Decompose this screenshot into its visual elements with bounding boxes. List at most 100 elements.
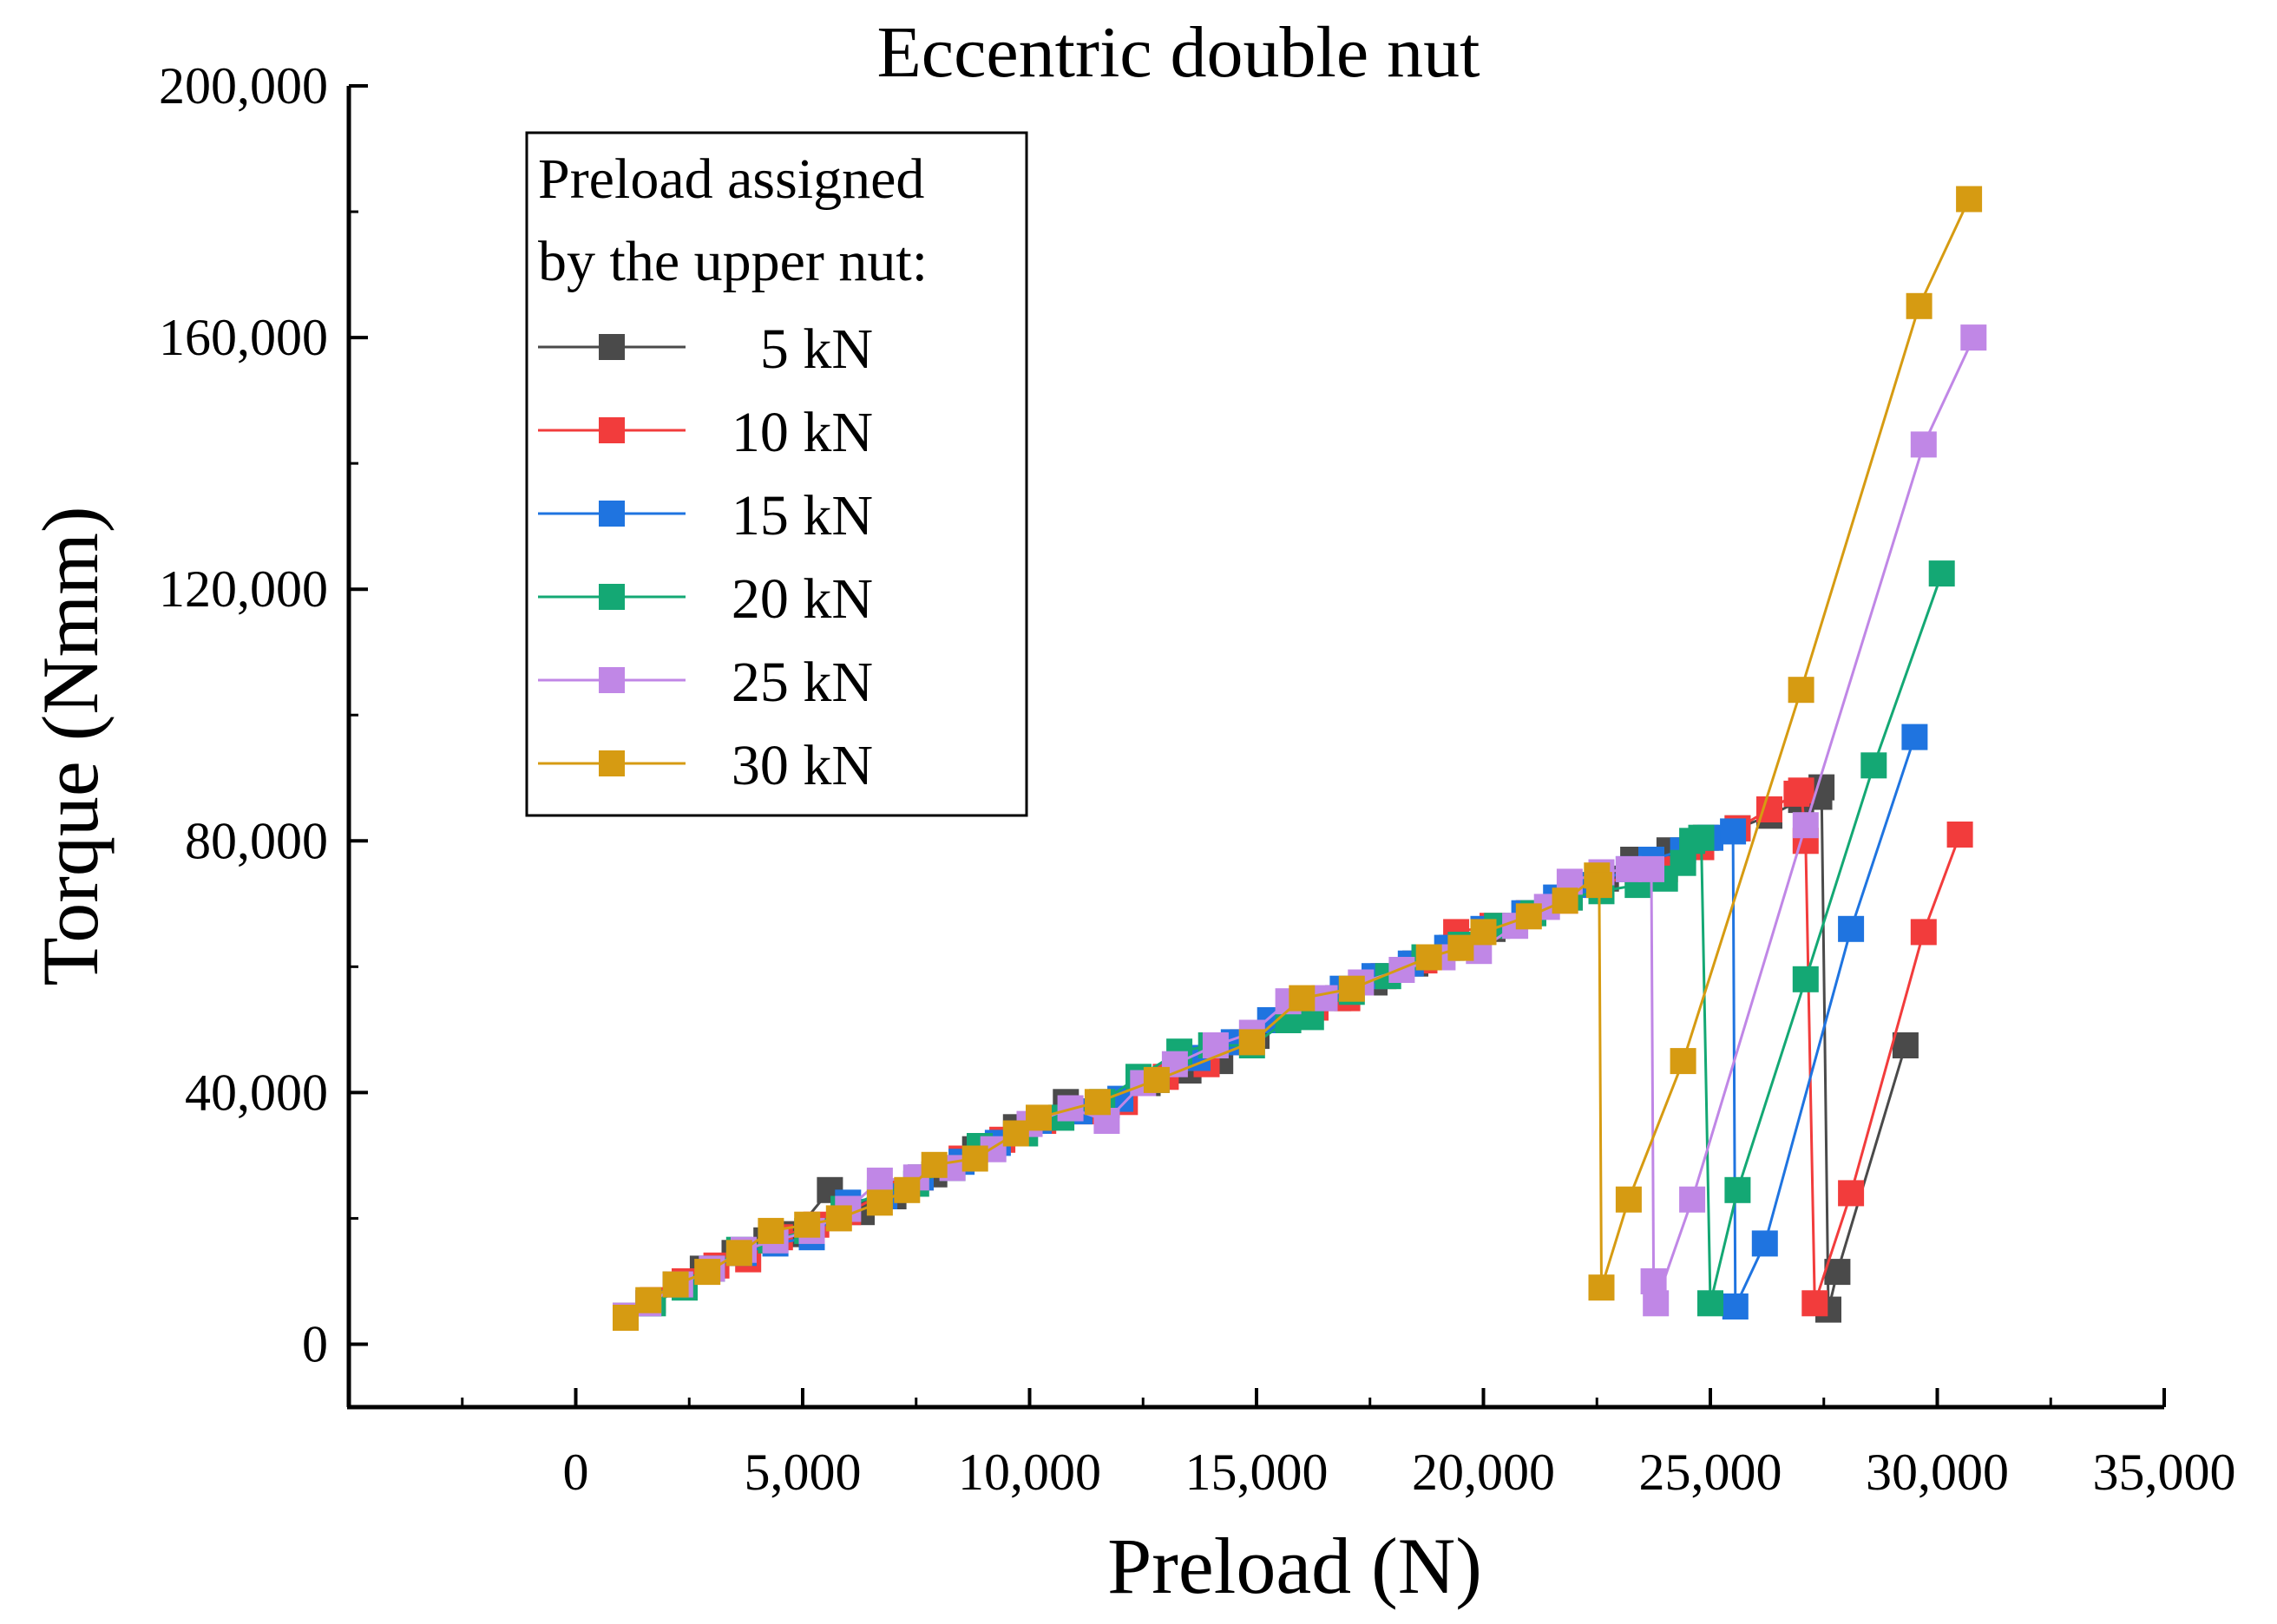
legend-label: 5 kN [760,318,873,381]
data-point-25-kn [1643,1290,1670,1317]
legend-marker [599,667,625,693]
x-tick-label: 5,000 [745,1444,862,1501]
data-point-30-kn [866,1189,893,1216]
data-point-25-kn [1640,1268,1667,1294]
chart-title: Eccentric double nut [876,12,1480,93]
legend-label: 25 kN [732,651,873,714]
data-point-25-kn [1311,985,1338,1012]
data-point-10-kn [1946,822,1973,848]
data-point-30-kn [758,1217,784,1244]
data-point-15-kn [1901,724,1928,750]
legend-label: 30 kN [732,734,873,797]
legend: Preload assigned by the upper nut: 5 kN 1… [525,131,1028,817]
data-point-30-kn [1238,1029,1265,1056]
legend-entry-10-kn: 10 kN [538,401,873,464]
y-axis-label: Torque (Nmm) [26,506,115,986]
x-tick-label: 0 [563,1444,589,1501]
legend-marker [599,417,625,443]
x-tick-label: 35,000 [2093,1444,2236,1501]
x-tick-label: 20,000 [1412,1444,1555,1501]
data-point-25-kn [866,1167,893,1194]
y-tick-label: 120,000 [159,560,328,618]
data-point-20-kn [1860,752,1887,779]
data-point-20-kn [1792,966,1819,992]
data-point-30-kn [694,1259,721,1286]
data-point-30-kn [794,1211,821,1238]
data-point-25-kn [1679,1186,1706,1213]
legend-entries: 5 kN 10 kN 15 kN 20 kN 25 kN 30 kN [538,318,873,797]
legend-marker [599,584,625,610]
x-tick-label: 30,000 [1866,1444,2009,1501]
legend-box [525,131,1028,817]
x-axis-label: Preload (N) [1107,1522,1482,1610]
data-point-30-kn [1447,934,1474,961]
data-point-30-kn [1906,292,1932,319]
data-point-10-kn [1838,1180,1865,1207]
legend-marker [599,334,625,360]
data-point-30-kn [1515,903,1542,930]
data-point-30-kn [613,1305,639,1331]
data-point-15-kn [1751,1230,1778,1257]
data-point-30-kn [1415,944,1442,971]
legend-title-line-2: by the upper nut: [538,230,928,293]
data-point-30-kn [1026,1104,1052,1131]
data-point-25-kn [1388,957,1415,983]
x-axis-ticks: 0 5,000 10,000 15,000 20,000 25,000 30,000 35,0… [461,1388,2236,1501]
data-point-25-kn [1910,431,1937,458]
data-point-10-kn [1788,777,1814,804]
data-point-30-kn [1615,1186,1642,1213]
data-point-30-kn [1084,1089,1111,1116]
y-tick-label: 40,000 [185,1064,328,1121]
series-30-kn [613,186,1983,1331]
data-point-20-kn [1688,824,1715,851]
data-point-25-kn [1638,855,1664,882]
x-tick-label: 15,000 [1185,1444,1329,1501]
data-point-30-kn [1585,872,1612,899]
y-tick-label: 0 [302,1315,328,1372]
data-point-30-kn [1470,919,1497,946]
legend-label: 20 kN [732,567,873,631]
y-tick-label: 80,000 [185,812,328,869]
x-tick-label: 10,000 [958,1444,1101,1501]
data-point-30-kn [961,1145,988,1172]
legend-entry-20-kn: 20 kN [538,567,873,631]
data-point-30-kn [1002,1120,1029,1147]
legend-label: 15 kN [732,484,873,547]
legend-marker [599,501,625,527]
data-point-30-kn [662,1271,689,1298]
data-point-30-kn [1788,677,1814,704]
data-point-5-kn [1892,1032,1919,1058]
data-point-25-kn [1792,812,1819,839]
x-tick-label: 25,000 [1639,1444,1782,1501]
data-point-15-kn [1838,915,1865,942]
data-point-30-kn [1552,887,1578,914]
data-point-15-kn [1720,818,1747,845]
data-point-20-kn [1928,560,1955,587]
data-point-30-kn [725,1240,752,1267]
legend-title-line-1: Preload assigned [538,147,924,211]
data-point-10-kn [1910,919,1937,946]
data-point-30-kn [1338,975,1365,1002]
data-point-20-kn [1670,849,1696,876]
series-layer [613,186,1987,1331]
legend-entry-15-kn: 15 kN [538,484,873,547]
legend-entry-25-kn: 25 kN [538,651,873,714]
data-point-30-kn [1289,985,1316,1012]
data-point-30-kn [921,1151,948,1178]
data-point-25-kn [1960,324,1987,351]
data-point-20-kn [1724,1176,1751,1203]
data-point-30-kn [1588,1274,1615,1301]
data-point-30-kn [1143,1066,1170,1093]
legend-label: 10 kN [732,401,873,464]
legend-entry-5-kn: 5 kN [538,318,873,381]
data-point-25-kn [1202,1032,1229,1058]
data-point-30-kn [1956,186,1983,213]
data-point-20-kn [1697,1290,1723,1317]
y-axis-ticks: 0 40,000 80,000 120,000 160,000 200,000 [159,57,368,1372]
legend-marker [599,750,625,776]
data-point-10-kn [1801,1290,1828,1317]
y-tick-label: 200,000 [159,57,328,115]
data-point-30-kn [894,1176,921,1203]
data-point-30-kn [635,1287,662,1313]
